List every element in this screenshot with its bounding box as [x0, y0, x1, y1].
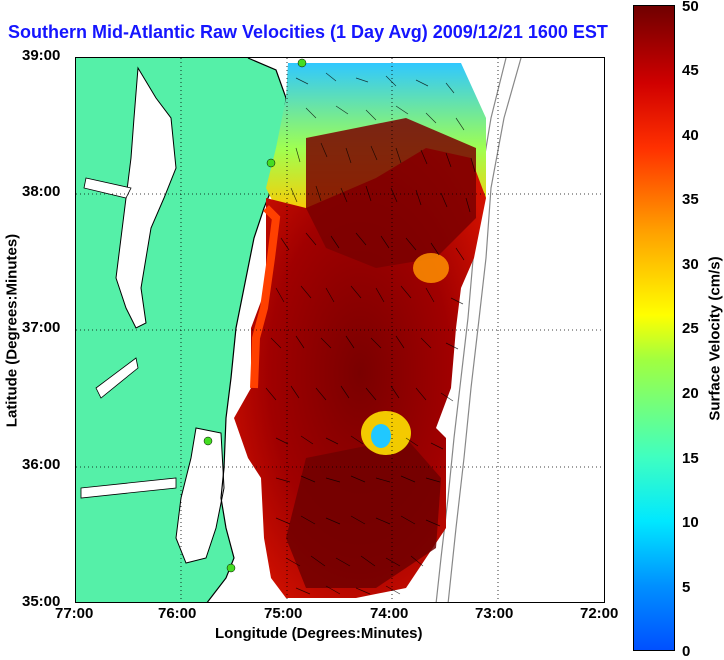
edge-orange-band — [250, 205, 281, 389]
station-marker — [226, 563, 236, 573]
colorbar-label: Surface Velocity (cm/s) — [706, 256, 724, 421]
mid-velocity-patch — [413, 253, 449, 283]
river-water-2 — [95, 357, 139, 399]
low-velocity-center — [371, 424, 391, 448]
river-water-3 — [80, 477, 177, 499]
station-marker — [203, 436, 213, 446]
y-tick-35: 35:00 — [22, 593, 61, 610]
colorbar-tick-40: 40 — [682, 127, 699, 144]
map-title: Southern Mid-Atlantic Raw Velocities (1 … — [8, 22, 608, 42]
colorbar-tick-5: 5 — [682, 579, 691, 596]
velocity-arrows — [265, 72, 476, 595]
river-water — [83, 177, 132, 199]
y-tick-37: 37:00 — [22, 319, 61, 336]
bay-water — [115, 66, 177, 329]
colorbar-tick-30: 30 — [682, 256, 699, 273]
x-tick-77: 77:00 — [55, 605, 94, 622]
x-tick-75: 75:00 — [264, 605, 303, 622]
y-tick-36: 36:00 — [22, 456, 61, 473]
colorbar-tick-10: 10 — [682, 514, 699, 531]
colorbar-tick-45: 45 — [682, 62, 699, 79]
colorbar-tick-50: 50 — [682, 0, 699, 15]
y-tick-39: 39:00 — [22, 47, 61, 64]
sound-water — [175, 427, 225, 564]
x-tick-73: 73:00 — [475, 605, 514, 622]
y-tick-38: 38:00 — [22, 183, 61, 200]
station-marker — [266, 158, 276, 168]
y-axis-label: Latitude (Degrees:Minutes) — [3, 233, 21, 428]
x-tick-76: 76:00 — [158, 605, 197, 622]
map-svg — [76, 58, 604, 602]
x-axis-label: Longitude (Degrees:Minutes) — [215, 625, 423, 642]
bathymetry-line-2 — [447, 58, 522, 602]
x-tick-72: 72:00 — [580, 605, 619, 622]
station-marker — [297, 58, 307, 68]
colorbar-tick-25: 25 — [682, 320, 699, 337]
station-markers — [203, 58, 307, 573]
x-tick-74: 74:00 — [370, 605, 409, 622]
colorbar-tick-15: 15 — [682, 450, 699, 467]
velocity-field-south-core — [286, 438, 441, 588]
colorbar-tick-35: 35 — [682, 191, 699, 208]
map-plot-area[interactable] — [75, 57, 605, 603]
colorbar-tick-0: 0 — [682, 643, 691, 660]
colorbar — [633, 5, 675, 651]
grid-lines — [76, 58, 604, 602]
colorbar-tick-20: 20 — [682, 385, 699, 402]
